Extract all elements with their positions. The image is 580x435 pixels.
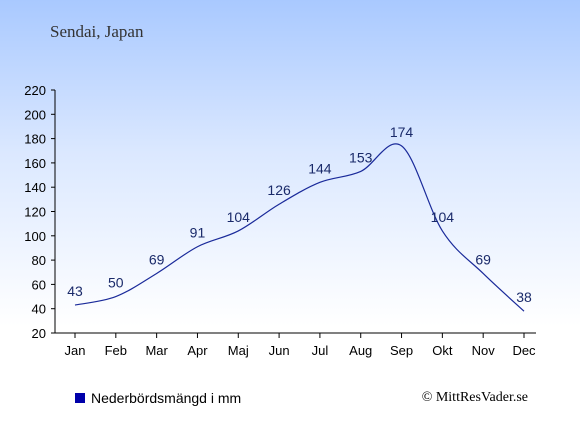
credit-text: © MittResVader.se bbox=[421, 390, 528, 405]
x-tick-label: Maj bbox=[228, 343, 249, 358]
data-label: 174 bbox=[390, 124, 414, 140]
y-tick-label: 220 bbox=[24, 83, 46, 98]
x-tick-label: Okt bbox=[432, 343, 453, 358]
legend-label: Nederbördsmängd i mm bbox=[91, 390, 242, 406]
legend-swatch bbox=[75, 393, 85, 403]
x-tick-label: Feb bbox=[105, 343, 127, 358]
y-tick-label: 200 bbox=[24, 107, 46, 122]
y-tick-label: 60 bbox=[32, 277, 46, 292]
x-tick-label: Mar bbox=[145, 343, 168, 358]
data-label: 91 bbox=[190, 225, 206, 241]
x-tick-label: Dec bbox=[512, 343, 536, 358]
y-tick-label: 160 bbox=[24, 156, 46, 171]
data-label: 38 bbox=[516, 289, 532, 305]
x-tick-label: Apr bbox=[187, 343, 208, 358]
x-tick-label: Jun bbox=[269, 343, 290, 358]
data-label: 69 bbox=[149, 251, 165, 267]
legend: Nederbördsmängd i mm bbox=[75, 390, 241, 406]
y-tick-label: 80 bbox=[32, 253, 46, 268]
y-tick-label: 100 bbox=[24, 229, 46, 244]
y-tick-label: 120 bbox=[24, 205, 46, 220]
y-tick-label: 20 bbox=[32, 326, 46, 341]
y-tick-label: 40 bbox=[32, 302, 46, 317]
x-tick-label: Jan bbox=[65, 343, 86, 358]
data-label: 153 bbox=[349, 149, 373, 165]
x-tick-label: Jul bbox=[312, 343, 329, 358]
x-tick-label: Nov bbox=[472, 343, 496, 358]
data-label: 104 bbox=[431, 209, 455, 225]
precipitation-line bbox=[74, 143, 525, 312]
chart-caption: Sendai, Japan bbox=[50, 22, 144, 41]
x-tick-label: Aug bbox=[349, 343, 372, 358]
data-label: 50 bbox=[108, 275, 124, 291]
y-tick-label: 140 bbox=[24, 180, 46, 195]
data-label: 104 bbox=[227, 209, 251, 225]
data-label: 43 bbox=[67, 283, 83, 299]
x-tick-label: Sep bbox=[390, 343, 413, 358]
data-label: 144 bbox=[308, 160, 332, 176]
y-tick-label: 180 bbox=[24, 132, 46, 147]
data-label: 69 bbox=[475, 251, 491, 267]
data-label: 126 bbox=[267, 182, 291, 198]
